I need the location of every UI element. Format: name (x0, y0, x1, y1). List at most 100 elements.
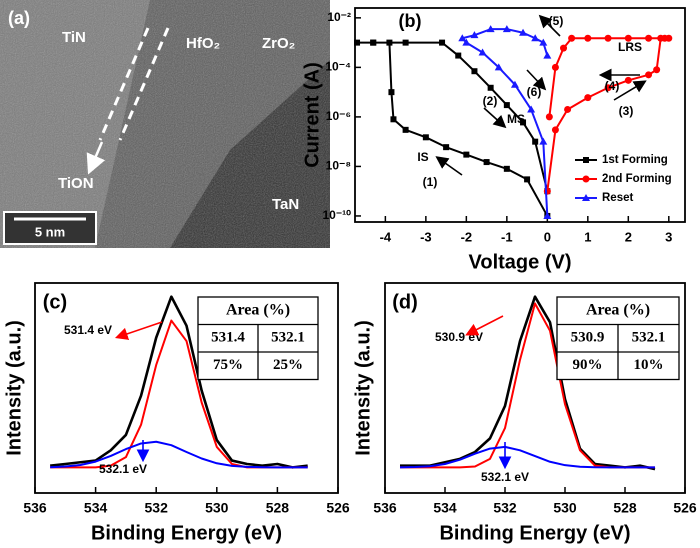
annotation: 531.4 eV (64, 323, 112, 337)
x-tick-label: 528 (613, 500, 637, 516)
x-tick-label: 0 (544, 229, 551, 244)
marker (531, 34, 540, 42)
series-line (546, 37, 670, 192)
scale-box (3, 211, 97, 245)
series-line (50, 295, 308, 469)
area-table: Area (%) 530.9 532.1 90% 10% (556, 296, 680, 381)
annotation: (6) (527, 85, 542, 99)
layer-label: HfO₂ (186, 35, 220, 52)
legend-label: 2nd Forming (602, 173, 672, 185)
marker (584, 34, 592, 42)
arrow (483, 107, 507, 129)
marker (551, 63, 559, 71)
marker (604, 84, 612, 92)
x-tick-label: 534 (433, 500, 457, 516)
layer-label: TiON (58, 175, 94, 192)
x-tick-label: 1 (584, 229, 591, 244)
marker (519, 28, 528, 36)
y-axis-label: Intensity (a.u.) (3, 320, 25, 456)
legend-label: 1st Forming (602, 154, 668, 166)
marker (539, 137, 548, 145)
table-cell: 25% (273, 357, 303, 373)
annotation: (3) (619, 104, 634, 118)
marker (545, 113, 553, 121)
y-axis-label: Current (A) (301, 62, 323, 168)
marker (568, 34, 576, 42)
marker (422, 134, 429, 141)
x-tick-label: -2 (461, 229, 473, 244)
x-axis-label: Binding Energy (eV) (91, 522, 282, 544)
table-cell: 75% (213, 357, 243, 373)
arrow (114, 321, 163, 340)
legend-label: Reset (602, 192, 633, 204)
marker (560, 44, 568, 52)
image-grain (0, 0, 330, 248)
marker (665, 34, 673, 42)
annotation: IS (417, 150, 428, 164)
x-tick-label: 526 (673, 500, 697, 516)
marker (502, 25, 511, 33)
scale-label: 5 nm (35, 224, 65, 239)
interface-line (98, 27, 150, 141)
x-tick-label: 2 (625, 229, 632, 244)
table-cell: 531.4 (211, 330, 245, 346)
marker (388, 89, 395, 96)
table-header: Area (%) (226, 301, 290, 318)
table-cell: 90% (573, 357, 603, 373)
interface-line (118, 27, 170, 141)
marker (483, 159, 490, 166)
marker (624, 76, 632, 84)
marker (532, 138, 539, 145)
x-tick-label: 536 (373, 500, 397, 516)
arrow (465, 315, 504, 336)
marker (624, 34, 632, 42)
marker (390, 116, 397, 123)
annotation: 532.1 eV (99, 462, 147, 476)
panel-label: (a) (8, 8, 30, 28)
annotation: 532.1 eV (481, 470, 529, 484)
arrow (538, 14, 561, 37)
marker (402, 126, 409, 133)
series-line (399, 445, 655, 469)
marker (494, 63, 503, 71)
marker (455, 52, 462, 59)
annotation: (2) (483, 94, 498, 108)
annotation: (1) (423, 175, 438, 189)
marker (584, 94, 592, 102)
annotation: MS (507, 112, 525, 126)
y-tick-label: 10⁻⁶ (326, 109, 351, 123)
plot-frame (354, 7, 686, 223)
annotation: LRS (618, 40, 642, 54)
table-cell: 532.1 (271, 330, 305, 346)
panel-label: (b) (399, 11, 422, 31)
x-axis-label: Voltage (V) (469, 251, 572, 273)
layer-label: ZrO₂ (262, 35, 295, 52)
annotation: 530.9 eV (435, 330, 483, 344)
marker (604, 34, 612, 42)
layer-label: TiN (62, 29, 86, 46)
tem-image: (a) TiN HfO₂ ZrO₂ TiON TaN 5 nm (0, 0, 330, 248)
x-tick-label: -4 (380, 229, 392, 244)
marker (564, 105, 572, 113)
table-cell: 10% (634, 357, 664, 373)
annotation: (5) (549, 14, 564, 28)
x-tick-label: 534 (84, 500, 108, 516)
x-tick-label: 532 (145, 500, 169, 516)
marker (510, 80, 519, 88)
y-tick-label: 10⁻¹⁰ (323, 208, 352, 222)
marker (645, 34, 653, 42)
series-line (50, 440, 308, 469)
y-axis-label: Intensity (a.u.) (352, 320, 374, 456)
x-tick-label: 528 (266, 500, 290, 516)
marker (354, 39, 361, 46)
marker (478, 48, 487, 56)
table-cell: 532.1 (632, 330, 666, 346)
plot-frame (34, 282, 339, 494)
marker (386, 39, 393, 46)
marker (471, 68, 478, 75)
series-line (461, 28, 549, 217)
marker (370, 39, 377, 46)
arrow (613, 80, 647, 101)
marker (539, 38, 548, 46)
marker (439, 39, 446, 46)
